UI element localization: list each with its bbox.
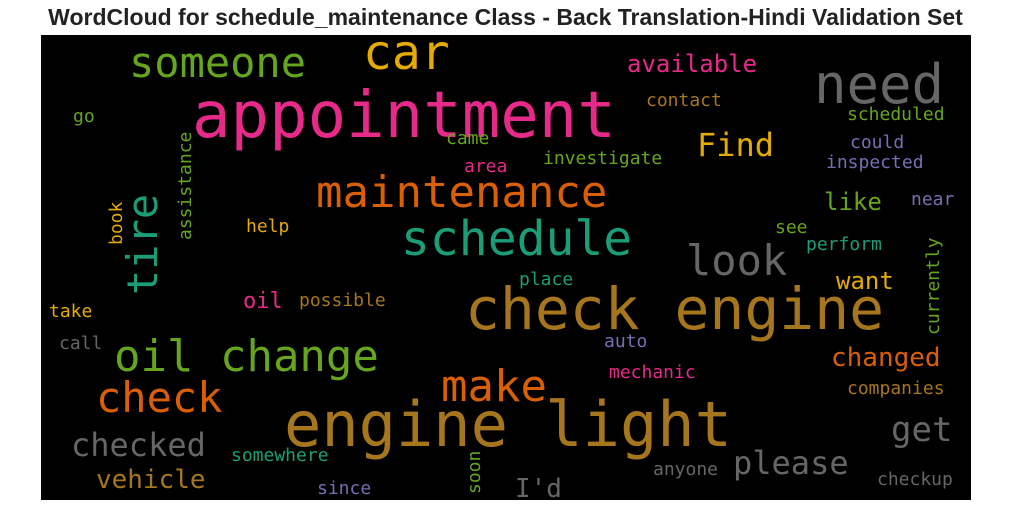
word-soon: soon [464, 451, 485, 494]
word-vehicle: vehicle [96, 465, 206, 495]
word-maintenance: maintenance [316, 167, 607, 218]
word-assistance: assistance [175, 132, 196, 240]
wordcloud-canvas: appointment engine light check engine maint… [41, 35, 971, 500]
word-schedule: schedule [401, 211, 632, 267]
word-oil: oil [243, 289, 283, 314]
word-anyone: anyone [653, 459, 718, 480]
word-see: see [775, 217, 808, 238]
word-call: call [59, 333, 102, 354]
word-someone: someone [129, 38, 306, 87]
word-need: need [814, 53, 944, 116]
word-get: get [891, 410, 952, 450]
word-available: available [627, 50, 757, 78]
word-like: like [824, 188, 882, 216]
word-area: area [464, 156, 507, 177]
wordcloud-svg: appointment engine light check engine maint… [49, 35, 955, 500]
word-want: want [836, 267, 894, 295]
word-engine-light: engine light [284, 388, 732, 461]
word-appointment: appointment [192, 79, 616, 153]
word-checked: checked [71, 426, 206, 464]
word-look: look [686, 236, 787, 285]
word-check: check [96, 373, 222, 422]
word-take: take [49, 301, 92, 322]
word-make: make [441, 361, 547, 412]
word-tire: tire [118, 194, 167, 295]
word-book: book [106, 201, 127, 245]
word-car: car [363, 35, 450, 81]
word-investigate: investigate [543, 148, 662, 169]
word-mechanic: mechanic [609, 362, 696, 383]
word-go: go [73, 106, 95, 127]
word-companies: companies [847, 378, 945, 399]
word-changed: changed [831, 343, 941, 373]
chart-title: WordCloud for schedule_maintenance Class… [48, 4, 963, 30]
word-could: could [850, 132, 904, 153]
word-please: please [733, 444, 849, 482]
word-scheduled: scheduled [847, 104, 945, 125]
word-place: place [519, 269, 573, 290]
word-perform: perform [806, 234, 882, 255]
word-near: near [911, 189, 955, 210]
word-auto: auto [604, 331, 647, 352]
word-contact: contact [646, 90, 722, 111]
word-oil-change: oil change [114, 331, 379, 382]
word-check-engine: check engine [465, 275, 884, 343]
word-currently: currently [923, 237, 944, 335]
word-somewhere: somewhere [231, 445, 329, 466]
word-checkup: checkup [877, 469, 953, 490]
word-possible: possible [299, 290, 386, 311]
word-help: help [246, 216, 289, 237]
word-i-d: I'd [515, 474, 562, 500]
word-since: since [317, 478, 371, 499]
word-came: came [446, 128, 489, 149]
word-find: Find [697, 126, 774, 164]
word-inspected: inspected [826, 152, 924, 173]
